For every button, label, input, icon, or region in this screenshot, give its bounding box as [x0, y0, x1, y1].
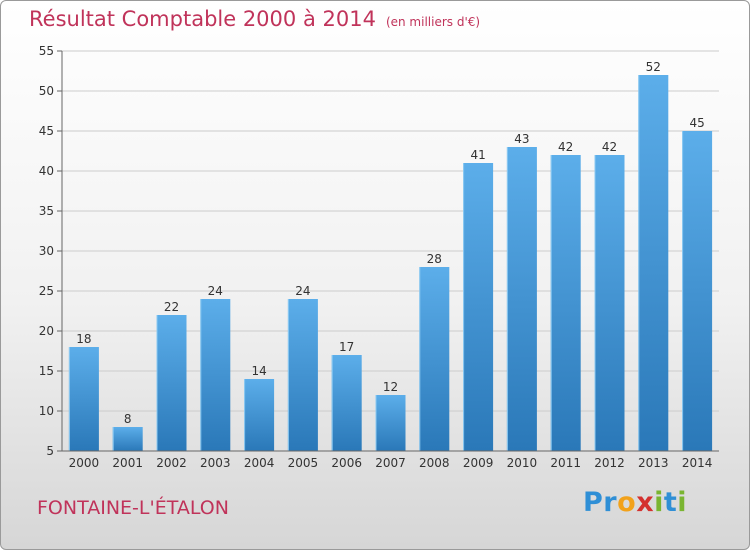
- y-tick-label: 5: [46, 444, 54, 458]
- data-label-2006: 17: [339, 340, 354, 354]
- x-tick-label-2013: 2013: [638, 456, 669, 470]
- axes: [57, 50, 719, 452]
- bar-2011: [550, 155, 581, 451]
- bar-2003: [200, 299, 231, 451]
- data-label-2004: 14: [251, 364, 266, 378]
- logo-letter: o: [617, 487, 637, 518]
- data-label-2000: 18: [76, 332, 91, 346]
- y-tick-label: 20: [39, 324, 54, 338]
- y-tick-label: 40: [39, 164, 54, 178]
- bar-2005: [287, 299, 318, 451]
- y-tick-label: 50: [39, 84, 54, 98]
- data-label-2014: 45: [689, 116, 704, 130]
- bar-2002: [156, 315, 187, 451]
- y-tick-label: 15: [39, 364, 54, 378]
- chart-title-text: Résultat Comptable 2000 à 2014: [29, 7, 376, 31]
- x-tick-label-2003: 2003: [200, 456, 231, 470]
- bar-2000: [68, 347, 99, 451]
- x-tick-label-2002: 2002: [156, 456, 187, 470]
- data-label-2003: 24: [208, 284, 223, 298]
- x-tick-label-2000: 2000: [69, 456, 100, 470]
- data-label-2011: 42: [558, 140, 573, 154]
- bar-2014: [682, 131, 713, 451]
- data-label-2002: 22: [164, 300, 179, 314]
- x-tick-label-2005: 2005: [288, 456, 319, 470]
- y-tick-label: 10: [39, 404, 54, 418]
- chart-subtitle: (en milliers d'€): [385, 15, 481, 29]
- y-tick-label: 30: [39, 244, 54, 258]
- data-label-2001: 8: [124, 412, 132, 426]
- logo-letter: i: [654, 487, 664, 518]
- chart-title: Résultat Comptable 2000 à 2014 (en millie…: [29, 7, 480, 31]
- bar-2007: [375, 395, 406, 451]
- data-label-2007: 12: [383, 380, 398, 394]
- y-tick-label: 55: [39, 44, 54, 58]
- x-tick-label-2004: 2004: [244, 456, 275, 470]
- data-label-2005: 24: [295, 284, 310, 298]
- logo-letter: i: [677, 487, 688, 518]
- logo-letter: P: [583, 487, 604, 518]
- x-tick-label-2007: 2007: [375, 456, 406, 470]
- bar-2009: [463, 163, 494, 451]
- bar-2004: [244, 379, 275, 451]
- x-tick-label-2008: 2008: [419, 456, 450, 470]
- y-tick-label: 35: [39, 204, 54, 218]
- y-tick-label: 25: [39, 284, 54, 298]
- x-tick-labels: 2000 2001 2002 2003 2004 2005 2006 2007 2008 2009…: [69, 456, 713, 470]
- bar-2012: [594, 155, 625, 451]
- data-label-2010: 43: [514, 132, 529, 146]
- bar-2001: [112, 427, 143, 451]
- bar-2013: [638, 75, 669, 451]
- data-label-2013: 52: [646, 60, 661, 74]
- data-label-2009: 41: [470, 148, 485, 162]
- town-name: FONTAINE-L'ÉTALON: [37, 497, 229, 519]
- bars: [68, 75, 713, 451]
- bar-2010: [506, 147, 537, 451]
- x-tick-label-2012: 2012: [594, 456, 625, 470]
- data-label-2012: 42: [602, 140, 617, 154]
- x-tick-label-2006: 2006: [331, 456, 362, 470]
- logo-letter: t: [663, 487, 678, 518]
- bar-2006: [331, 355, 362, 451]
- y-tick-labels: 5 10 15 20 25 30 35 40 45 50 55: [39, 44, 54, 458]
- x-tick-label-2009: 2009: [463, 456, 494, 470]
- data-labels: 18 8 22 24 14 24 17 12 28 41 43 42 42 52 45: [76, 60, 704, 426]
- logo-letter: r: [603, 487, 618, 518]
- x-tick-label-2014: 2014: [682, 456, 713, 470]
- proxiti-logo: Proxiti: [583, 487, 687, 518]
- x-tick-label-2001: 2001: [112, 456, 143, 470]
- logo-letter: x: [636, 487, 655, 518]
- data-label-2008: 28: [427, 252, 442, 266]
- y-tick-label: 45: [39, 124, 54, 138]
- bar-2008: [419, 267, 450, 451]
- x-tick-label-2011: 2011: [550, 456, 581, 470]
- x-tick-label-2010: 2010: [507, 456, 538, 470]
